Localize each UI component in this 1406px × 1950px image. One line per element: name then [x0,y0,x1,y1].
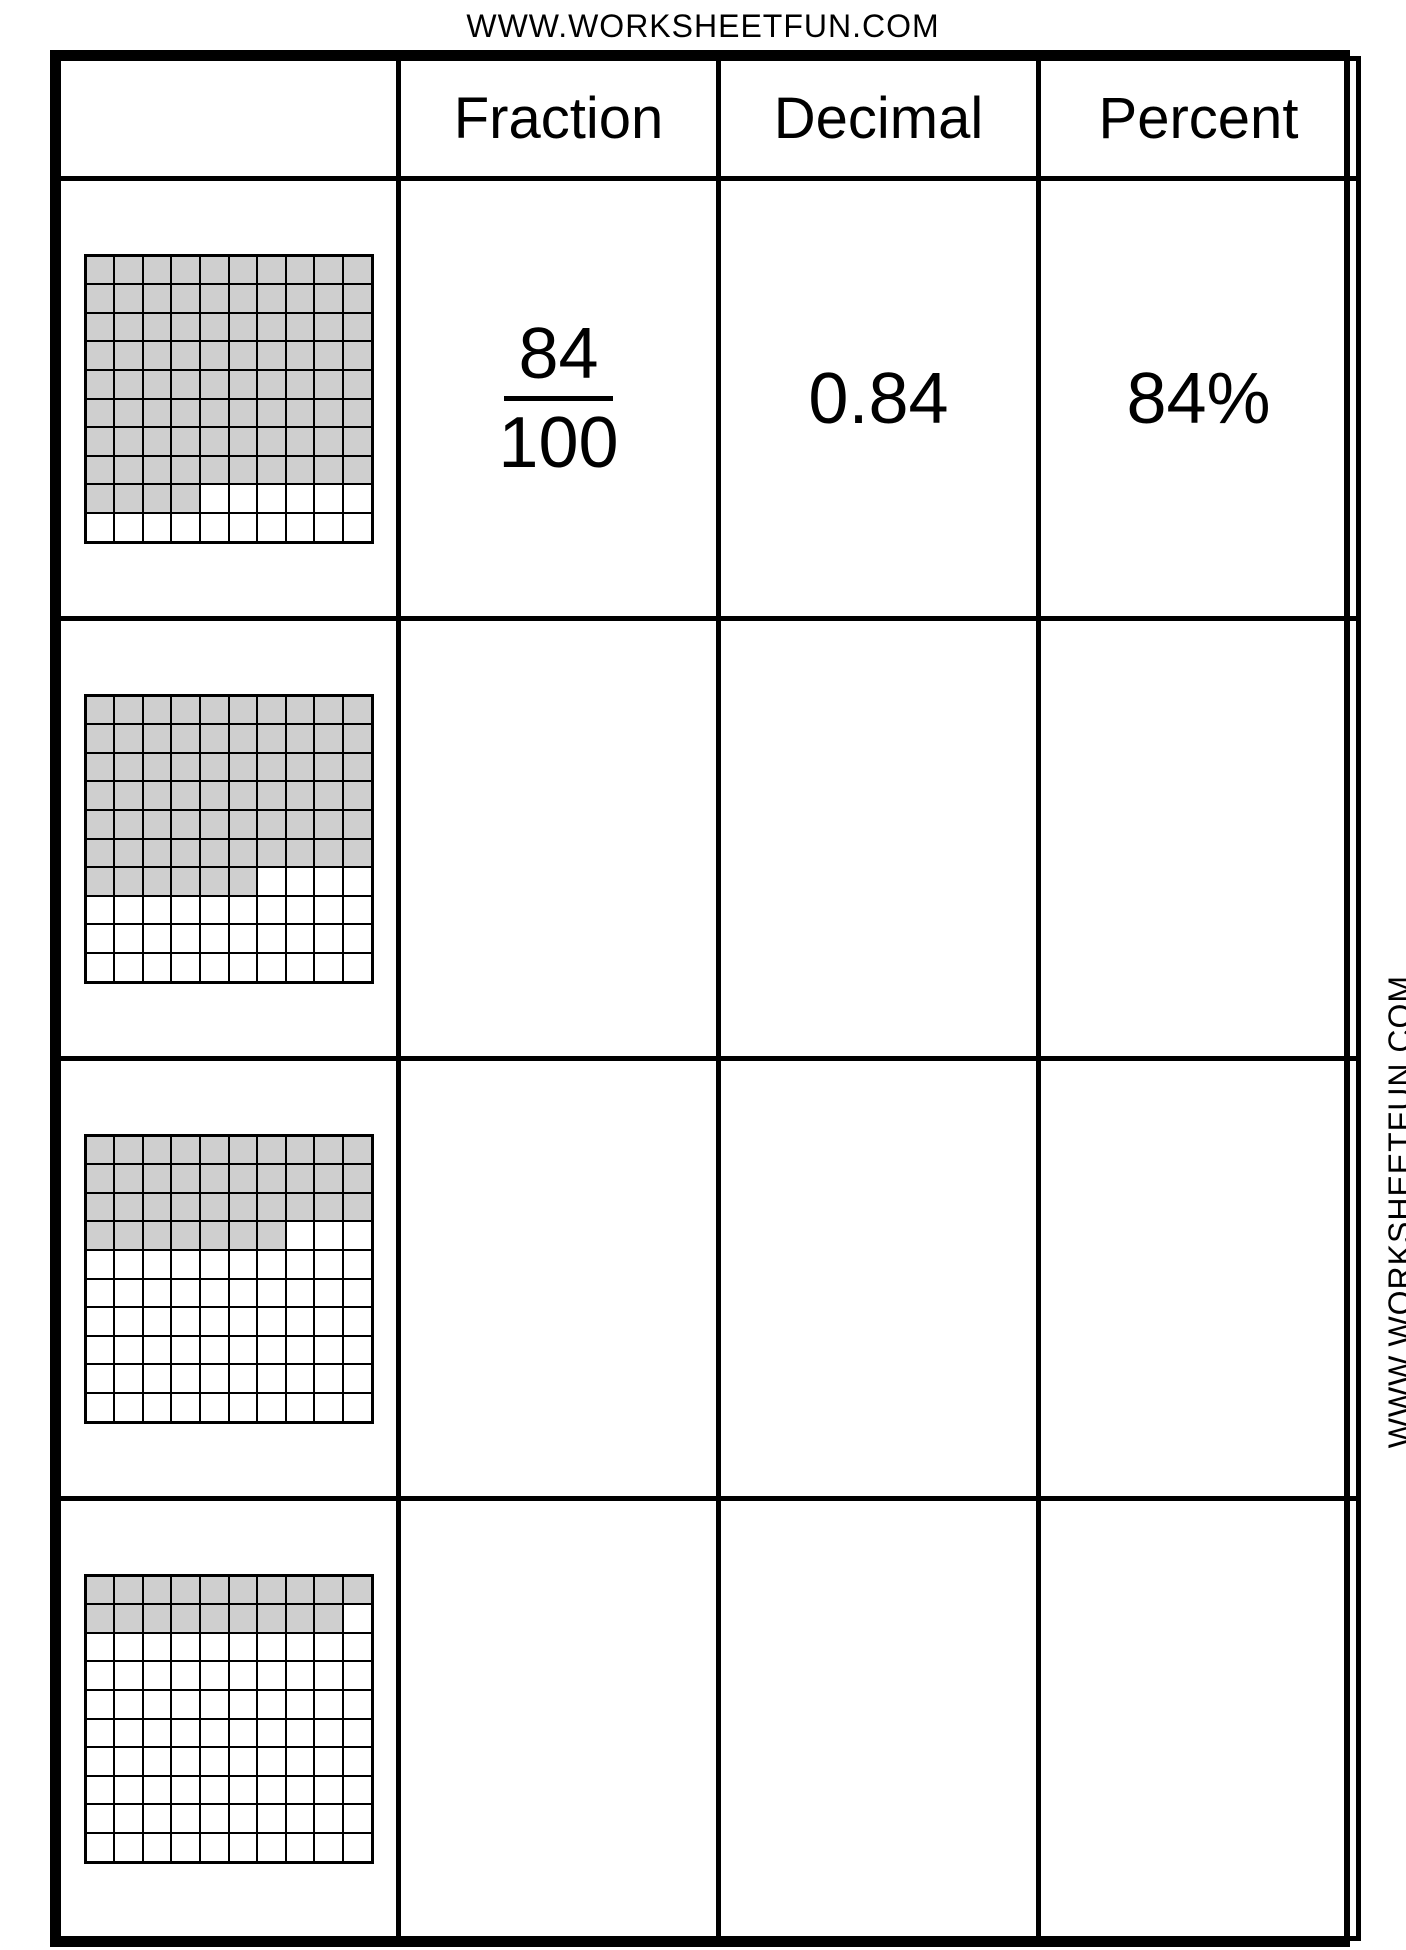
percent-cell: 84% [1039,179,1359,619]
hundred-grid [84,254,374,544]
fraction-value: 84100 [498,318,618,479]
table-row [59,1059,1359,1499]
fraction-numerator: 84 [504,318,612,401]
decimal-cell: 0.84 [719,179,1039,619]
header-decimal: Decimal [719,59,1039,179]
header-percent: Percent [1039,59,1359,179]
header-fraction: Fraction [399,59,719,179]
decimal-cell [719,1059,1039,1499]
decimal-cell [719,619,1039,1059]
worksheet-page: WWW.WORKSHEETFUN.COM WWW.WORKSHEETFUN.CO… [0,0,1406,1950]
table-row: 84100 0.84 84% [59,179,1359,619]
site-url-top: WWW.WORKSHEETFUN.COM [0,8,1406,45]
worksheet-body: 84100 0.84 84% [59,179,1359,1939]
percent-cell [1039,1499,1359,1939]
grid-cell [59,1059,399,1499]
fraction-denominator: 100 [498,401,618,479]
percent-cell [1039,1059,1359,1499]
hundred-grid [84,694,374,984]
grid-cell [59,619,399,1059]
decimal-cell [719,1499,1039,1939]
table-row [59,619,1359,1059]
hundred-grid [84,1134,374,1424]
header-grid [59,59,399,179]
worksheet-frame: Fraction Decimal Percent 841000.8484% [50,50,1350,1947]
grid-cell [59,1499,399,1939]
fraction-cell: 84100 [399,179,719,619]
fraction-cell [399,1059,719,1499]
fraction-cell [399,1499,719,1939]
fraction-cell [399,619,719,1059]
percent-cell [1039,619,1359,1059]
grid-cell [59,179,399,619]
hundred-grid [84,1574,374,1864]
header-row: Fraction Decimal Percent [59,59,1359,179]
percent-value: 84% [1126,359,1270,439]
site-url-side: WWW.WORKSHEETFUN.COM [1382,975,1406,1448]
table-row [59,1499,1359,1939]
worksheet-table: Fraction Decimal Percent 84100 0.84 84% [56,56,1361,1941]
decimal-value: 0.84 [808,359,948,439]
